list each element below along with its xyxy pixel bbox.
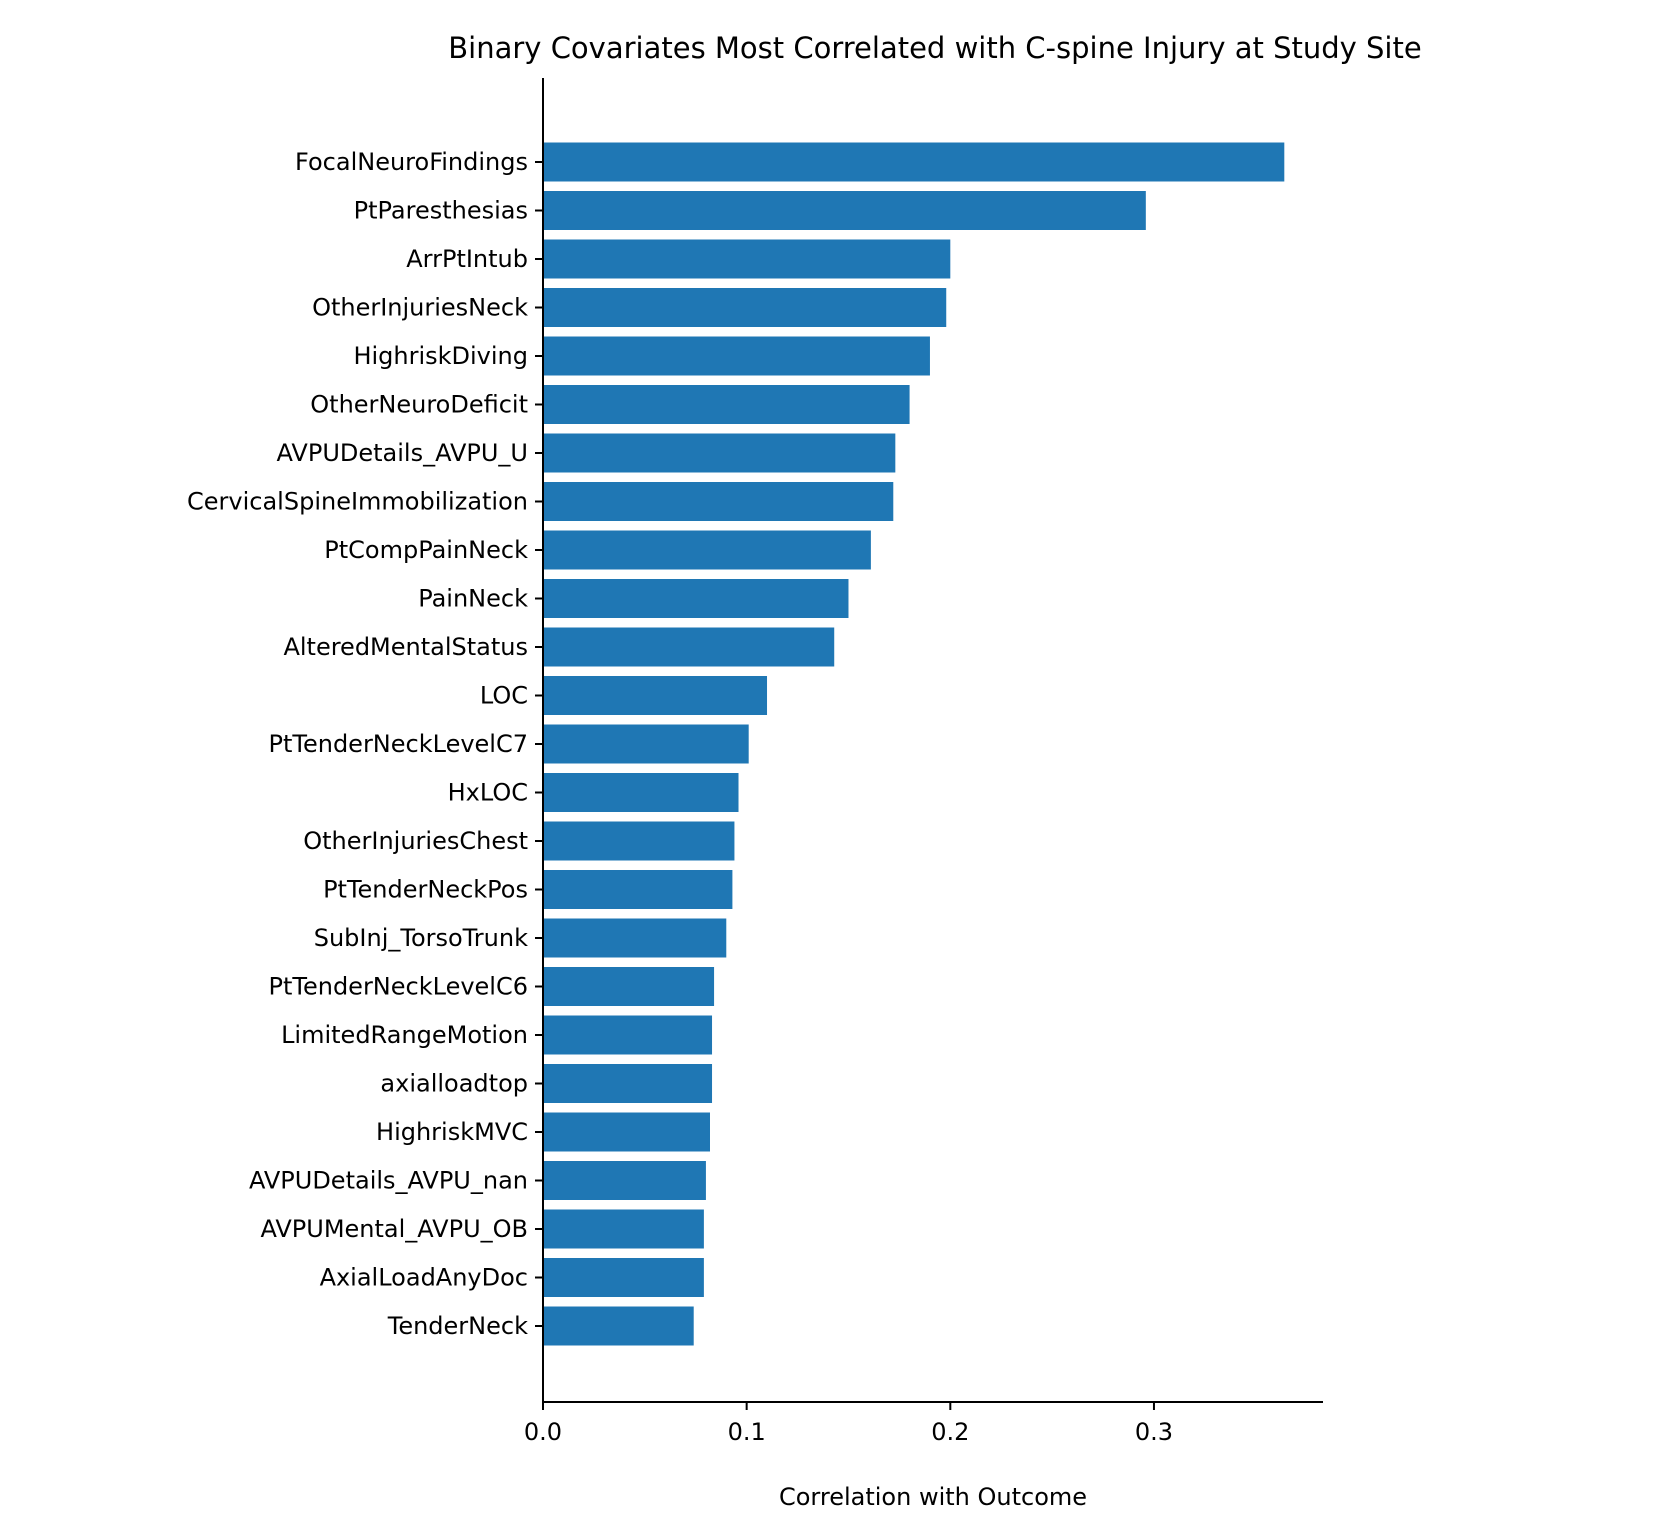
- y-tick-label: ArrPtIntub: [406, 245, 528, 273]
- y-tick-label: TenderNeck: [387, 1312, 528, 1340]
- y-tick-label: AVPUDetails_AVPU_U: [277, 439, 528, 467]
- bar-ArrPtIntub: [543, 239, 951, 279]
- bar-TenderNeck: [543, 1306, 694, 1346]
- bar-AxialLoadAnyDoc: [543, 1258, 704, 1297]
- bar-HighriskDiving: [543, 336, 930, 376]
- y-tick-label: PainNeck: [418, 585, 528, 613]
- y-tick-labels-group: FocalNeuroFindings PtParesthesias ArrPtInt…: [187, 148, 543, 1340]
- x-axis-label: Correlation with Outcome: [779, 1483, 1087, 1511]
- bar-PtTenderNeckLevelC7: [543, 724, 749, 764]
- y-tick-label: LOC: [480, 682, 528, 710]
- bar-HxLOC: [543, 773, 739, 812]
- y-tick-label: PtParesthesias: [354, 197, 528, 225]
- y-tick-label: AlteredMentalStatus: [283, 633, 528, 661]
- bar-axialloadtop: [543, 1064, 713, 1103]
- bar-AlteredMentalStatus: [543, 627, 835, 667]
- bar-PtTenderNeckPos: [543, 870, 733, 909]
- bar-AVPUDetails_AVPU_U: [543, 433, 896, 473]
- bar-PainNeck: [543, 579, 849, 618]
- bar-LimitedRangeMotion: [543, 1015, 713, 1055]
- bar-PtParesthesias: [543, 191, 1146, 230]
- chart-title: Binary Covariates Most Correlated with C…: [448, 31, 1421, 65]
- bar-LOC: [543, 676, 768, 715]
- bar-OtherNeuroDeficit: [543, 385, 910, 424]
- bar-CervicalSpineImmobilization: [543, 482, 894, 521]
- x-tick-label: 0.3: [1135, 1418, 1173, 1446]
- x-tick-label: 0.0: [524, 1418, 562, 1446]
- y-tick-label: HighriskMVC: [376, 1118, 528, 1146]
- y-tick-label: AxialLoadAnyDoc: [320, 1264, 528, 1292]
- bar-AVPUMental_AVPU_OB: [543, 1209, 704, 1249]
- x-tick-label: 0.1: [728, 1418, 766, 1446]
- y-tick-label: CervicalSpineImmobilization: [187, 488, 528, 516]
- y-tick-label: PtCompPainNeck: [324, 536, 528, 564]
- bar-OtherInjuriesNeck: [543, 288, 947, 327]
- y-tick-label: PtTenderNeckLevelC6: [269, 973, 529, 1001]
- y-tick-label: PtTenderNeckLevelC7: [269, 730, 529, 758]
- bar-PtTenderNeckLevelC6: [543, 967, 715, 1006]
- bar-AVPUDetails_AVPU_nan: [543, 1161, 706, 1200]
- y-tick-label: HxLOC: [448, 779, 528, 807]
- y-tick-label: axialloadtop: [380, 1070, 528, 1098]
- bar-FocalNeuroFindings: [543, 142, 1285, 182]
- y-tick-label: FocalNeuroFindings: [295, 148, 528, 176]
- x-ticks-group: 0.0 0.1 0.2 0.3: [524, 1402, 1173, 1446]
- y-tick-label: OtherInjuriesNeck: [312, 294, 528, 322]
- y-tick-label: AVPUMental_AVPU_OB: [260, 1215, 528, 1243]
- bars-group: [543, 142, 1285, 1346]
- y-tick-label: LimitedRangeMotion: [281, 1021, 528, 1049]
- y-tick-label: PtTenderNeckPos: [323, 876, 528, 904]
- x-tick-label: 0.2: [931, 1418, 969, 1446]
- y-tick-label: OtherInjuriesChest: [303, 827, 528, 855]
- y-tick-label: HighriskDiving: [353, 342, 528, 370]
- bar-HighriskMVC: [543, 1112, 710, 1152]
- y-tick-label: AVPUDetails_AVPU_nan: [249, 1167, 528, 1195]
- bar-OtherInjuriesChest: [543, 821, 735, 861]
- bar-SubInj_TorsoTrunk: [543, 918, 727, 958]
- bar-PtCompPainNeck: [543, 530, 871, 570]
- y-tick-label: OtherNeuroDeficit: [310, 391, 528, 419]
- y-tick-label: SubInj_TorsoTrunk: [314, 924, 528, 952]
